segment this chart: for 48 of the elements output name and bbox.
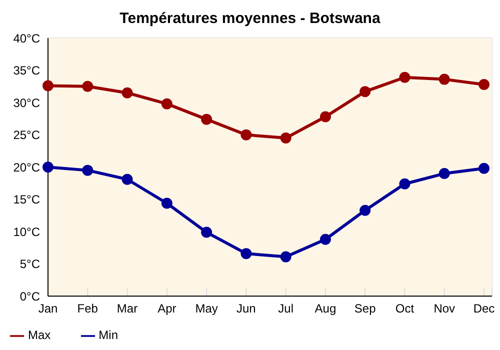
point [201, 114, 212, 125]
point [478, 78, 490, 90]
x-tick-label: Feb [77, 302, 98, 316]
point [201, 226, 212, 238]
x-tick-label: Mar [116, 302, 138, 316]
y-tick-label: 25°C [13, 128, 40, 142]
x-tick-label: Oct [395, 302, 415, 316]
x-tick-label: Aug [314, 302, 336, 316]
point [320, 111, 331, 122]
y-tick-label: 0°C [20, 289, 40, 304]
legend-label: Max [28, 328, 51, 342]
y-tick-label: 10°C [13, 224, 40, 239]
x-tick-label: Apr [158, 302, 176, 316]
x-tick-label: Nov [434, 302, 456, 316]
point [42, 162, 54, 173]
y-tick-label: 30°C [13, 96, 40, 110]
x-tick-label: Dec [473, 302, 495, 316]
point [399, 178, 410, 190]
y-tick-label: 5°C [20, 257, 40, 272]
chart-title: Températures moyennes - Botswana [118, 10, 382, 27]
point [161, 198, 172, 209]
y-tick-label: 40°C [13, 31, 40, 46]
point [122, 87, 133, 98]
point [161, 98, 172, 110]
point [240, 248, 252, 260]
point [240, 129, 252, 140]
x-tick-label: May [195, 302, 218, 316]
x-tick-label: Sep [354, 302, 376, 316]
point [82, 164, 94, 176]
point [320, 234, 331, 245]
point [438, 168, 450, 180]
legend-label: Min [98, 328, 118, 342]
point [42, 80, 54, 92]
point [399, 72, 410, 83]
point [478, 162, 490, 174]
x-tick-label: Jun [236, 302, 256, 316]
point [360, 204, 371, 216]
y-tick-label: 15°C [13, 192, 40, 207]
x-tick-label: Jan [38, 302, 58, 316]
point [438, 74, 450, 85]
point [280, 251, 292, 262]
point [360, 86, 371, 98]
point [122, 174, 133, 185]
y-tick-label: 20°C [13, 160, 40, 174]
point [82, 80, 94, 92]
y-tick-label: 35°C [13, 64, 40, 78]
x-tick-label: Jul [278, 302, 294, 316]
point [280, 132, 292, 144]
